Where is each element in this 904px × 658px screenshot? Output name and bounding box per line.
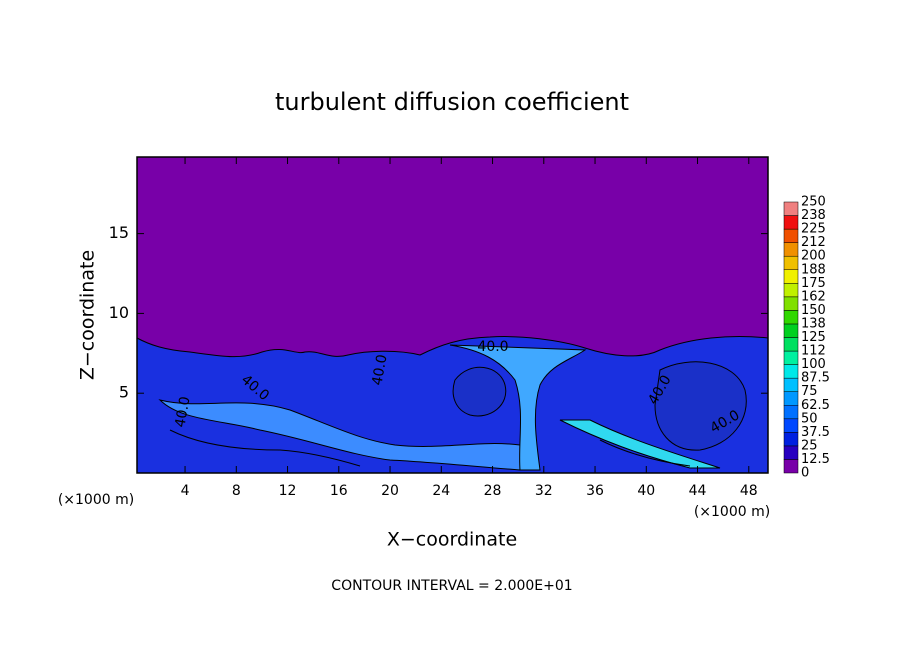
y-tick-label: 15 [109,223,129,242]
colorbar-label: 200 [801,249,826,264]
colorbar-label: 125 [801,330,826,345]
colorbar-label: 225 [801,222,826,237]
colorbar-label: 112 [801,344,826,359]
x-tick-label: 12 [279,483,297,499]
colorbar-box [783,255,799,271]
contour-line [169,429,361,467]
colorbar-label: 162 [801,289,826,304]
colorbar-label: 87.5 [801,371,830,386]
field-region [452,366,507,417]
footer: CONTOUR INTERVAL = 2.000E+01 [331,578,572,594]
x-tick-label: 36 [586,483,604,499]
colorbar-label: 212 [801,235,826,250]
colorbar-box [783,215,799,230]
colorbar-box [783,242,799,257]
colorbar-box [783,269,799,284]
colorbar-label: 138 [801,316,826,331]
colorbar-label: 238 [801,208,826,223]
contour-label: 40.0 [477,339,508,355]
colorbar-label: 0 [801,466,809,481]
x-tick-label: 40 [637,483,655,499]
colorbar-label: 100 [801,357,826,372]
chart-title: turbulent diffusion coefficient [275,88,629,116]
field-region [449,344,587,471]
colorbar-label: 37.5 [801,425,830,440]
plot-frame [136,156,769,474]
colorbar-label: 62.5 [801,398,830,413]
x-tick-label: 32 [535,483,553,499]
x-axis-label: X−coordinate [387,529,517,551]
x-tick-label: 4 [181,483,190,499]
colorbar-box [783,432,799,447]
x-tick-label: 44 [689,483,707,499]
colorbar-box [783,310,799,325]
colorbar-box [783,350,799,365]
x-tick-label: 20 [381,483,399,499]
colorbar-box [783,296,799,311]
field-region [559,419,721,469]
colorbar-box [783,405,799,420]
colorbar-box [783,445,799,460]
y-tick-label: 5 [119,383,129,402]
colorbar-box [783,459,799,474]
colorbar-label: 25 [801,438,818,453]
x-tick-label: 28 [484,483,502,499]
contour-line [599,439,691,467]
x-tick-label: 24 [432,483,450,499]
colorbar-box [783,391,799,406]
colorbar-label: 50 [801,411,818,426]
colorbar-label: 250 [801,195,826,210]
colorbar-label: 188 [801,262,826,277]
x-tick-label: 8 [232,483,241,499]
colorbar-label: 175 [801,276,826,291]
colorbar-box [783,364,799,379]
y-tick-label: 10 [109,303,129,322]
colorbar-box [783,283,799,298]
colorbar-box [783,323,799,338]
colorbar-box [783,377,799,392]
colorbar-box [783,201,799,216]
colorbar-label: 12.5 [801,452,830,467]
y-unit: (×1000 m) [58,492,134,508]
x-tick-label: 16 [330,483,348,499]
field [136,336,769,474]
colorbar-box [783,228,799,243]
colorbar-label: 150 [801,303,826,318]
x-tick-label: 48 [740,483,758,499]
x-unit: (×1000 m) [694,504,770,520]
contour-label: 40.0 [369,353,390,386]
contour-label: 40.0 [172,395,193,428]
field-region [654,361,747,451]
colorbar-label: 75 [801,384,818,399]
colorbar-box [783,418,799,433]
y-axis-label: Z−coordinate [77,250,99,380]
colorbar-box [783,337,799,352]
